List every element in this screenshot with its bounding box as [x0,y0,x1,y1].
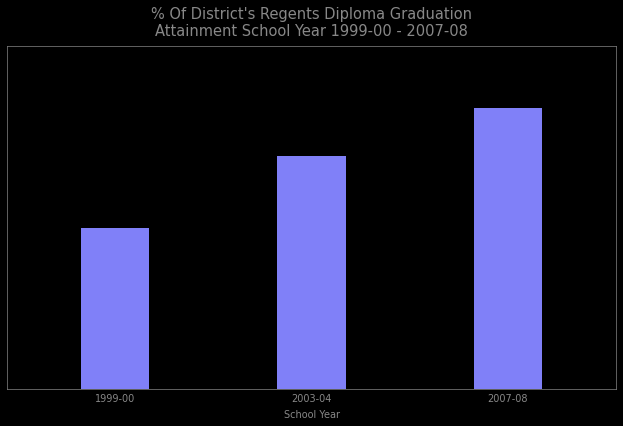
Bar [277,157,346,389]
Title: % Of District's Regents Diploma Graduation
Attainment School Year 1999-00 - 2007: % Of District's Regents Diploma Graduati… [151,7,472,39]
Bar [80,228,150,389]
Bar [473,109,543,389]
X-axis label: School Year: School Year [283,409,340,419]
